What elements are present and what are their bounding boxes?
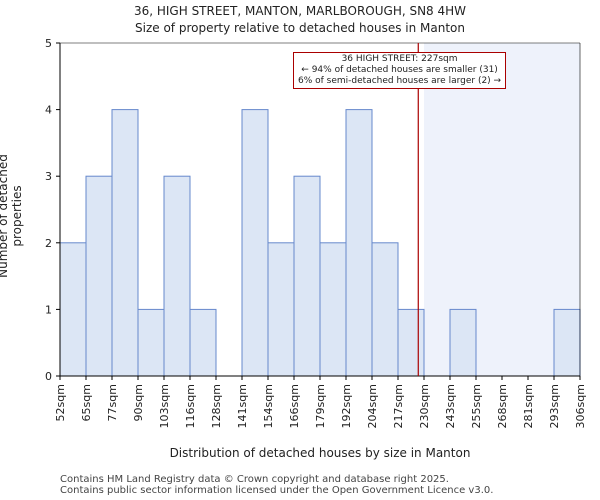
x-tick-label: 293sqm: [548, 384, 561, 428]
x-tick-label: 268sqm: [496, 384, 509, 428]
x-tick-label: 230sqm: [418, 384, 431, 428]
bar: [189, 308, 217, 377]
annotation-line-1: 36 HIGH STREET: 227sqm: [341, 54, 458, 64]
bar: [397, 308, 425, 377]
bar: [85, 175, 113, 377]
x-tick-label: 179sqm: [314, 384, 327, 428]
bar: [345, 109, 373, 377]
y-axis-label: Number of detached properties: [0, 154, 24, 278]
bar: [319, 242, 347, 377]
footer-line-1: Contains HM Land Registry data © Crown c…: [60, 474, 449, 485]
chart-subtitle: Size of property relative to detached ho…: [135, 21, 465, 35]
bar: [137, 308, 165, 377]
x-tick-label: 166sqm: [288, 384, 301, 428]
x-tick-label: 65sqm: [80, 384, 93, 421]
x-tick-label: 281sqm: [522, 384, 535, 428]
bar: [163, 175, 191, 377]
y-tick-label: 1: [45, 303, 52, 316]
y-tick-label: 4: [45, 104, 52, 117]
x-axis-label: Distribution of detached houses by size …: [169, 446, 471, 460]
bar: [267, 242, 295, 377]
chart-title: 36, HIGH STREET, MANTON, MARLBOROUGH, SN…: [133, 4, 467, 18]
footer-line-2: Contains public sector information licen…: [60, 485, 494, 496]
x-tick-label: 52sqm: [54, 384, 67, 421]
x-tick-label: 306sqm: [574, 384, 587, 428]
x-tick-label: 255sqm: [470, 384, 483, 428]
y-tick-label: 0: [45, 370, 52, 383]
y-tick-label: 3: [45, 170, 52, 183]
x-tick-label: 154sqm: [262, 384, 275, 428]
bar: [293, 175, 321, 377]
x-tick-label: 204sqm: [366, 384, 379, 428]
bar: [241, 109, 269, 377]
x-tick-label: 192sqm: [340, 384, 353, 428]
x-tick-label: 141sqm: [236, 384, 249, 428]
bar: [111, 109, 139, 377]
x-tick-label: 103sqm: [158, 384, 171, 428]
x-tick-label: 128sqm: [210, 384, 223, 428]
annotation-line-3: 6% of semi-detached houses are larger (2…: [298, 76, 502, 86]
bar: [59, 242, 87, 377]
bar: [553, 308, 581, 377]
x-tick-label: 90sqm: [132, 384, 145, 421]
annotation-line-2: ← 94% of detached houses are smaller (31…: [301, 65, 498, 75]
bar: [371, 242, 399, 377]
x-tick-label: 217sqm: [392, 384, 405, 428]
bar: [449, 308, 477, 377]
x-tick-label: 116sqm: [184, 384, 197, 428]
y-tick-label: 5: [45, 37, 52, 50]
x-tick-label: 243sqm: [444, 384, 457, 428]
annotation-box: 36 HIGH STREET: 227sqm ← 94% of detached…: [293, 52, 507, 89]
y-tick-label: 2: [45, 237, 52, 250]
x-tick-label: 77sqm: [106, 384, 119, 421]
